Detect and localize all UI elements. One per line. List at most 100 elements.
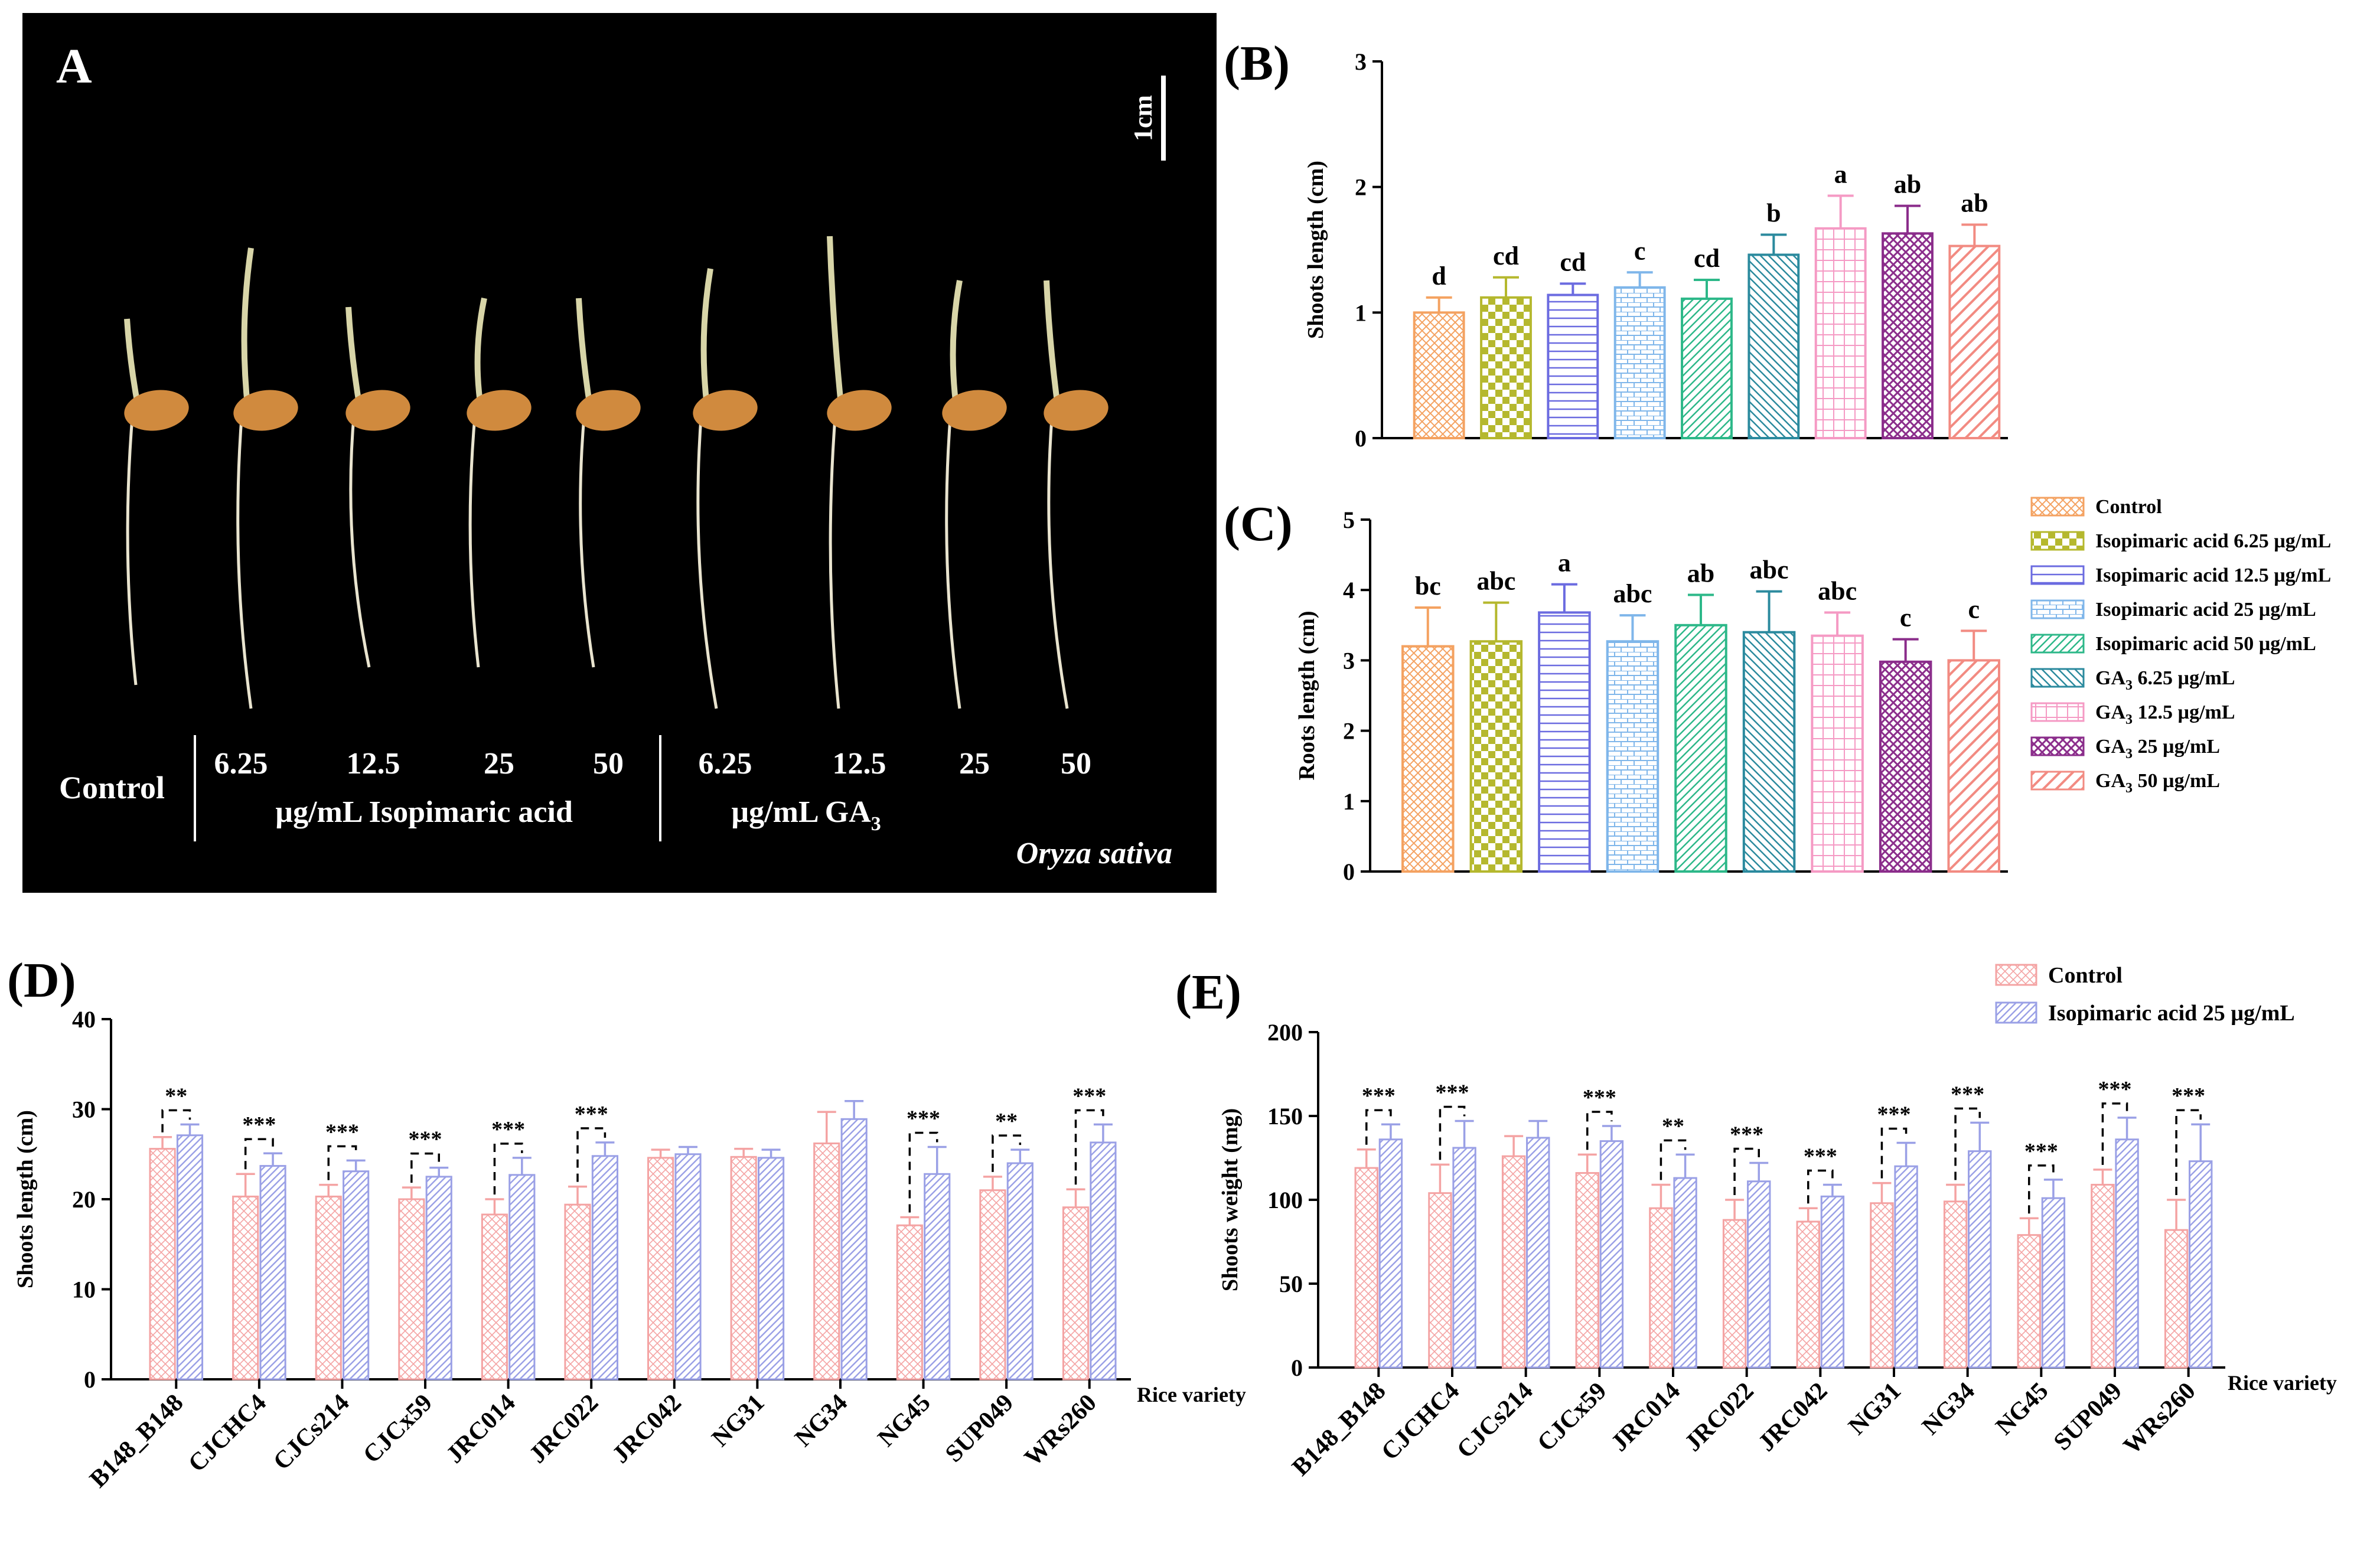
significance-letter: ab [1894,170,1921,199]
bar [1814,227,1867,439]
root [1047,410,1069,709]
legend-text: GA [2095,770,2125,792]
ga-conc-1: 6.25 [699,747,752,781]
ga-caption-sub: 3 [871,813,881,835]
bar [1606,640,1660,873]
y-tick-label: 3 [1355,48,1367,75]
significance-stars: ** [1662,1114,1684,1138]
significance-bracket [327,1145,357,1180]
y-axis-label: Roots length (cm) [1295,611,1319,780]
bar [979,1189,1006,1380]
panel-title: (D) [7,953,76,1008]
legend-suffix: 25 µg/mL [2133,736,2220,758]
legend-swatch [2030,702,2085,722]
x-tick-label: CJCHC4 [183,1389,272,1478]
bar [591,1155,618,1380]
x-tick-label: CJCs214 [1452,1378,1538,1464]
bar [1090,1141,1117,1380]
bar [2115,1138,2139,1369]
legend-sub: 3 [2125,781,2133,796]
significance-letter: c [1634,236,1646,265]
x-tick-label: JRC014 [1606,1378,1685,1457]
significance-letter: abc [1613,579,1652,608]
x-tick-label: JRC022 [524,1389,604,1469]
legend-text: GA [2095,667,2125,689]
shoot [700,268,713,411]
legend-label: GA3 25 µg/mL [2095,736,2220,762]
bar [564,1203,591,1380]
x-tick-label: NG45 [1991,1378,2054,1441]
legend-swatch [1995,1001,2037,1024]
significance-bracket [1365,1109,1392,1145]
legend-label: Control [2095,496,2162,518]
y-tick-label: 3 [1343,647,1355,674]
bar [1401,645,1455,873]
bar [1378,1138,1403,1369]
iso-conc-2: 12.5 [347,747,400,781]
shoot [950,280,963,411]
legend-swatch [2030,736,2085,756]
legend-text: Isopimaric acid 12.5 µg/mL [2095,564,2331,586]
bar [398,1198,425,1380]
bar [176,1134,204,1380]
iso-conc-3: 25 [484,747,514,781]
panel-a-photo: A 1cm Control 6.25 12.5 25 50 µg/mL Isop… [22,13,1217,893]
ga-conc-3: 25 [959,747,990,781]
scale-bar-label: 1cm [1129,95,1158,141]
bar [508,1174,536,1380]
significance-bracket [244,1138,274,1170]
bar [1943,1200,1968,1369]
x-tick-label: NG45 [873,1389,936,1453]
bar [1894,1165,1918,1369]
legend-text: Isopimaric acid 50 µg/mL [2095,633,2316,655]
x-tick-label: JRC022 [1680,1378,1759,1457]
significance-stars: *** [491,1117,525,1142]
significance-stars: *** [575,1102,608,1127]
y-tick-label: 2 [1355,174,1367,201]
bar [1722,1219,1747,1369]
significance-bracket [1660,1139,1687,1180]
bar [813,1142,840,1380]
bar [2164,1229,2189,1369]
x-tick-label: CJCHC4 [1376,1378,1465,1466]
significance-bracket [493,1143,523,1194]
significance-letter: d [1432,262,1446,291]
bar [840,1118,868,1380]
bar [1742,631,1796,873]
bar [1796,1220,1820,1369]
y-tick-label: 2 [1343,718,1355,745]
panel-title: (C) [1224,497,1293,551]
ga-conc-2: 12.5 [833,747,886,781]
significance-letter: cd [1560,247,1586,276]
legend-swatch [2030,531,2085,551]
bar [1599,1140,1624,1369]
x-tick-label: WRs260 [2118,1378,2201,1460]
bar [1879,660,1932,873]
significance-stars: *** [1804,1144,1837,1169]
x-tick-label: NG31 [1843,1378,1906,1441]
legend-sub: 3 [2125,678,2133,693]
y-tick-label: 30 [72,1096,96,1123]
legend-swatch [1995,964,2037,986]
significance-bracket [161,1109,191,1132]
panel-title: (E) [1175,965,1241,1020]
significance-letter: bc [1415,572,1441,600]
significance-stars: *** [1362,1083,1396,1108]
y-tick-label: 50 [1279,1271,1303,1297]
y-tick-label: 1 [1355,299,1367,326]
x-tick-label: NG31 [707,1389,770,1453]
photo-background [22,13,1217,893]
significance-letter: c [1900,603,1912,632]
iso-conc-1: 6.25 [214,747,268,781]
bar [1948,244,2001,439]
significance-bracket [1733,1147,1760,1195]
legend-label: Isopimaric acid 50 µg/mL [2095,633,2316,655]
y-tick-label: 40 [72,1006,96,1033]
legend-text: GA [2095,736,2125,758]
chart-c: 0 1 2 3 4 5 Roots length (cm) (C) bc abc a abc ab abc… [1224,497,2008,885]
significance-letter: abc [1750,556,1789,585]
seed [942,390,1007,431]
bar [425,1176,452,1380]
significance-letter: ab [1687,559,1714,588]
chart-e: 0 50 100 150 200 Shoots weight (mg) (E) *** B148… [1175,965,2337,1481]
